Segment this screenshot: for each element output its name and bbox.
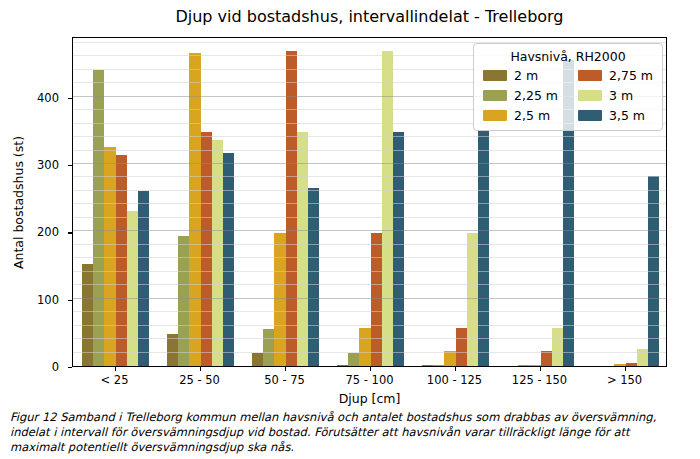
- legend-item: 2,75 m: [578, 68, 653, 83]
- bar: [541, 351, 552, 366]
- bar: [274, 233, 285, 366]
- bar: [337, 365, 348, 366]
- bar: [552, 328, 563, 366]
- x-tick-label: < 25: [101, 373, 129, 387]
- plot-area: Havsnivå, RH2000 2 m 2,25 m 2,5 m 2,75 m 3 m…: [72, 37, 667, 367]
- x-tick-label: > 150: [607, 373, 642, 387]
- x-tick-mark: [540, 367, 541, 371]
- x-tick-label: 25 - 50: [179, 373, 220, 387]
- chart-title: Djup vid bostadshus, intervallindelat - …: [72, 7, 667, 26]
- legend-swatch-icon: [578, 90, 602, 101]
- bar: [116, 155, 127, 366]
- x-tick-mark: [285, 367, 286, 371]
- bar: [223, 153, 234, 366]
- x-tick-mark: [625, 367, 626, 371]
- legend-item: 3 m: [578, 88, 653, 103]
- bar: [648, 176, 659, 366]
- legend-items: 2 m 2,25 m 2,5 m 2,75 m 3 m 3,5 m: [483, 68, 653, 123]
- bar: [382, 51, 393, 366]
- figure-caption: Figur 12 Samband i Trelleborg kommun mel…: [10, 410, 672, 455]
- legend-item: 2,25 m: [483, 88, 558, 103]
- legend-label: 2,75 m: [609, 68, 653, 83]
- bar: [201, 132, 212, 366]
- y-tick-label: 0: [52, 360, 59, 374]
- figure: Djup vid bostadshus, intervallindelat - …: [0, 0, 700, 459]
- legend-title: Havsnivå, RH2000: [483, 49, 653, 64]
- bar: [189, 53, 200, 366]
- legend-item: 2 m: [483, 68, 558, 83]
- y-tick-mark: [68, 367, 72, 368]
- legend-swatch-icon: [578, 70, 602, 81]
- bar: [286, 51, 297, 366]
- x-tick-mark: [115, 367, 116, 371]
- legend-swatch-icon: [483, 90, 507, 101]
- bar: [82, 264, 93, 366]
- bar: [308, 188, 319, 366]
- bar: [393, 132, 404, 366]
- bar: [93, 70, 104, 366]
- legend-item: 2,5 m: [483, 108, 558, 123]
- legend-label: 2,25 m: [514, 88, 558, 103]
- bar: [297, 132, 308, 366]
- bar-group-3: [243, 38, 328, 366]
- bar: [529, 365, 540, 366]
- bar: [127, 211, 138, 366]
- bar: [252, 353, 263, 366]
- bar: [422, 365, 433, 366]
- x-tick-label: 100 - 125: [427, 373, 482, 387]
- x-tick-label: 125 - 150: [512, 373, 567, 387]
- y-tick-mark: [68, 300, 72, 301]
- bar: [167, 334, 178, 366]
- bar: [456, 328, 467, 366]
- legend-swatch-icon: [483, 70, 507, 81]
- legend-swatch-icon: [578, 110, 602, 121]
- bar: [104, 147, 115, 366]
- y-tick-label: 400: [37, 91, 59, 105]
- bar: [433, 365, 444, 366]
- bar: [178, 236, 189, 366]
- legend: Havsnivå, RH2000 2 m 2,25 m 2,5 m 2,75 m 3 m…: [473, 43, 663, 131]
- bar: [371, 233, 382, 366]
- legend-item: 3,5 m: [578, 108, 653, 123]
- x-tick-label: 75 - 100: [345, 373, 393, 387]
- y-tick-mark: [68, 98, 72, 99]
- bar: [637, 349, 648, 366]
- x-tick-mark: [370, 367, 371, 371]
- x-axis-label: Djup [cm]: [72, 391, 667, 406]
- legend-swatch-icon: [483, 110, 507, 121]
- bar: [478, 131, 489, 366]
- bar: [359, 328, 370, 366]
- x-tick-mark: [200, 367, 201, 371]
- x-tick-label: 50 - 75: [264, 373, 305, 387]
- y-tick-mark: [68, 232, 72, 233]
- y-tick-label: 100: [37, 293, 59, 307]
- bar-group-4: [328, 38, 413, 366]
- legend-label: 3,5 m: [609, 108, 645, 123]
- y-tick-label: 300: [37, 158, 59, 172]
- y-axis-label: Antal bostadshus (st): [11, 123, 26, 283]
- bar: [212, 140, 223, 366]
- legend-label: 3 m: [609, 88, 633, 103]
- bar: [467, 233, 478, 366]
- bar: [614, 364, 625, 366]
- bar-group-2: [158, 38, 243, 366]
- bar: [444, 351, 455, 366]
- bar: [263, 329, 274, 366]
- bar: [348, 353, 359, 366]
- bar: [626, 363, 637, 366]
- bar: [138, 191, 149, 366]
- y-tick-mark: [68, 165, 72, 166]
- y-tick-label: 200: [37, 225, 59, 239]
- legend-label: 2 m: [514, 68, 538, 83]
- bar: [518, 365, 529, 366]
- legend-label: 2,5 m: [514, 108, 550, 123]
- x-tick-mark: [455, 367, 456, 371]
- bar-group-1: [73, 38, 158, 366]
